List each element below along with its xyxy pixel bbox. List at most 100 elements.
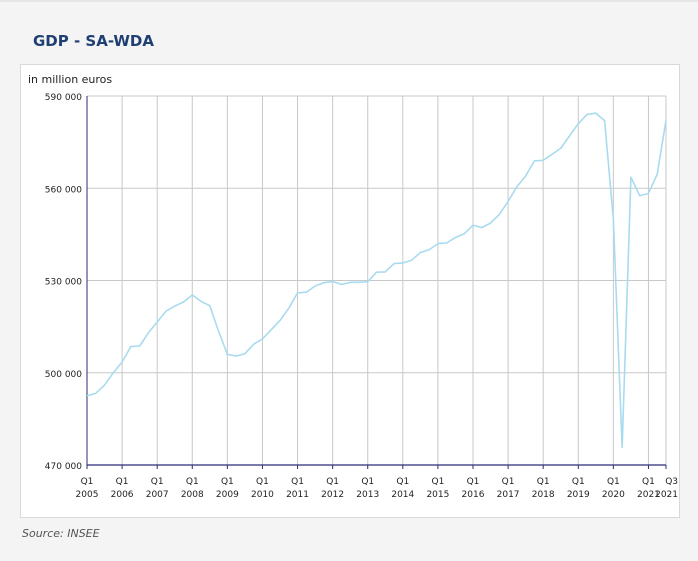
data-point (287, 306, 291, 310)
data-point (655, 172, 659, 176)
data-point (375, 270, 379, 274)
x-tick-label-quarter: Q1 (151, 477, 164, 487)
data-point (129, 345, 133, 349)
x-tick-label-quarter: Q1 (467, 477, 480, 487)
x-tick-label-quarter: Q1 (396, 477, 409, 487)
data-point (629, 175, 633, 179)
data-point (427, 248, 431, 252)
data-point (594, 111, 598, 115)
x-tick-label-quarter: Q3 (665, 477, 678, 487)
x-tick-label-year: 2016 (462, 490, 485, 500)
x-tick-label-year: 2005 (76, 490, 99, 500)
data-point (120, 360, 124, 364)
top-divider (0, 0, 698, 2)
x-tick-label-year: 2010 (251, 490, 274, 500)
data-point (383, 270, 387, 274)
data-point (348, 280, 352, 284)
data-point (146, 331, 150, 335)
data-point (611, 217, 615, 221)
x-tick-label-quarter: Q1 (572, 477, 585, 487)
x-tick-label-year: 2012 (321, 490, 344, 500)
data-point (278, 318, 282, 322)
data-point (471, 223, 475, 227)
data-point (664, 118, 668, 122)
x-tick-label-quarter: Q1 (256, 477, 269, 487)
x-tick-label-quarter: Q1 (432, 477, 445, 487)
x-tick-label-quarter: Q1 (186, 477, 199, 487)
y-tick-label: 590 000 (45, 93, 82, 103)
x-tick-label-year: 2015 (426, 490, 449, 500)
data-point (94, 391, 98, 395)
x-tick-label-year: 2017 (497, 490, 520, 500)
data-point (506, 199, 510, 203)
x-tick-label-quarter: Q1 (361, 477, 374, 487)
data-point (357, 280, 361, 284)
data-point (401, 261, 405, 265)
data-point (392, 262, 396, 266)
data-point (568, 134, 572, 138)
y-axis-unit-label: in million euros (28, 73, 113, 86)
x-tick-label-quarter: Q1 (116, 477, 129, 487)
data-point (331, 279, 335, 283)
data-point (164, 309, 168, 313)
x-tick-label-year: 2021 (637, 490, 660, 500)
x-tick-label-quarter: Q1 (291, 477, 304, 487)
data-point (453, 235, 457, 239)
x-tick-label-year: 2009 (216, 490, 239, 500)
data-point (436, 242, 440, 246)
data-point (559, 146, 563, 150)
data-point (85, 394, 89, 398)
y-tick-label: 560 000 (45, 185, 82, 195)
data-point (269, 328, 273, 332)
x-tick-label-year: 2019 (567, 490, 590, 500)
x-tick-label-year: 2011 (286, 490, 309, 500)
data-point (585, 112, 589, 116)
data-point (103, 383, 107, 387)
data-point (155, 320, 159, 324)
data-point (190, 293, 194, 297)
data-point (260, 337, 264, 341)
data-point (480, 226, 484, 230)
x-tick-label-quarter: Q1 (537, 477, 550, 487)
chart-panel (20, 64, 680, 518)
x-tick-label-year: 2008 (181, 490, 204, 500)
data-point (410, 258, 414, 262)
data-point (603, 119, 607, 123)
data-point (252, 342, 256, 346)
data-point (208, 304, 212, 308)
x-tick-label-quarter: Q1 (326, 477, 339, 487)
y-tick-label: 500 000 (45, 370, 82, 380)
x-tick-label-year: 2013 (356, 490, 379, 500)
data-point (550, 152, 554, 156)
data-point (524, 174, 528, 178)
data-point (497, 212, 501, 216)
data-point (111, 371, 115, 375)
data-point (243, 352, 247, 356)
data-point (445, 241, 449, 245)
data-point (225, 352, 229, 356)
data-point (217, 329, 221, 333)
x-tick-label-quarter: Q1 (642, 477, 655, 487)
data-point (638, 194, 642, 198)
x-tick-label-year: 2014 (391, 490, 414, 500)
data-point (515, 185, 519, 189)
data-point (366, 280, 370, 284)
x-tick-label-quarter: Q1 (502, 477, 515, 487)
chart-title: GDP - SA-WDA (33, 32, 154, 50)
source-note: Source: INSEE (22, 527, 100, 540)
x-tick-label-quarter: Q1 (607, 477, 620, 487)
x-tick-label-year: 2021 (655, 490, 678, 500)
data-point (199, 299, 203, 303)
data-point (322, 281, 326, 285)
data-point (296, 291, 300, 295)
y-tick-label: 470 000 (45, 462, 82, 472)
data-point (339, 282, 343, 286)
data-point (532, 159, 536, 163)
x-tick-label-quarter: Q1 (81, 477, 94, 487)
x-tick-label-year: 2020 (602, 490, 625, 500)
data-point (138, 344, 142, 348)
data-point (313, 284, 317, 288)
data-point (489, 221, 493, 225)
data-point (418, 251, 422, 255)
data-point (304, 290, 308, 294)
